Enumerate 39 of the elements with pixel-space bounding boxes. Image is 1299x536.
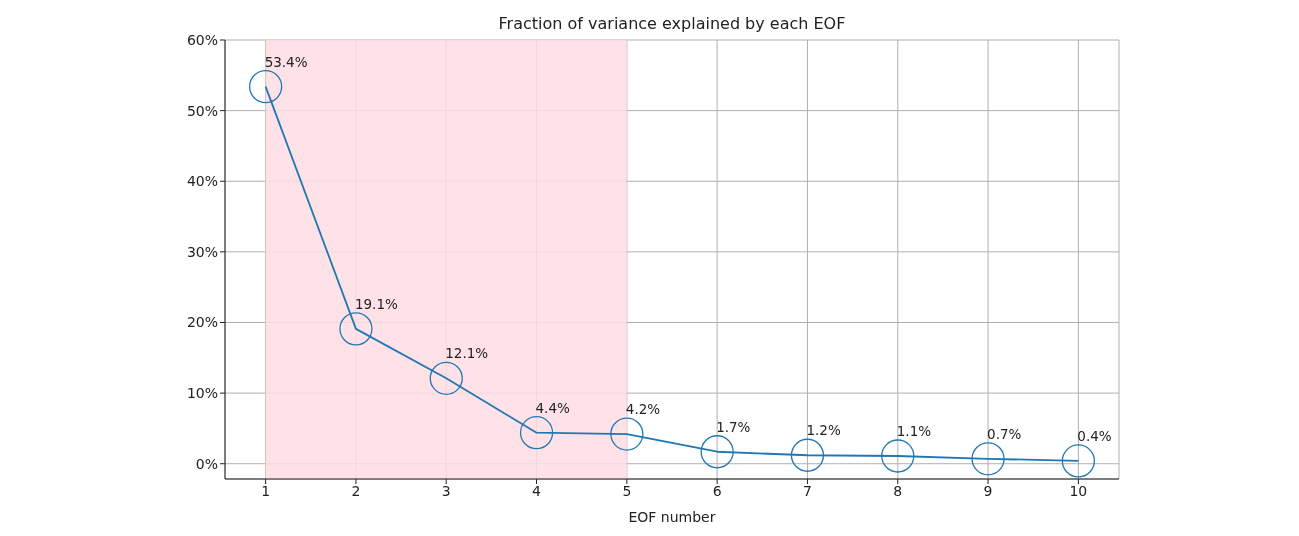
- point: [971, 442, 1005, 476]
- x-tick-label: 3: [441, 482, 451, 499]
- point: [1061, 444, 1096, 478]
- data-label: 19.1%: [354, 295, 398, 312]
- y-tick-label: 0%: [195, 455, 218, 472]
- x-tick-label: 1: [261, 482, 271, 499]
- x-tick-label: 6: [712, 482, 722, 499]
- point: [881, 439, 915, 473]
- y-tick-label: 60%: [186, 31, 218, 48]
- data-label: 12.1%: [445, 345, 489, 362]
- y-tick-label: 30%: [186, 243, 218, 260]
- x-tick-label: 10: [1069, 482, 1088, 499]
- y-tick-label: 50%: [186, 102, 218, 119]
- point: [790, 438, 825, 472]
- data-label: 53.4%: [264, 53, 308, 70]
- x-tick-label: 9: [983, 482, 993, 499]
- data-label: 1.2%: [806, 422, 841, 439]
- y-tick-label: 20%: [186, 314, 218, 331]
- y-tick-label: 40%: [186, 173, 218, 190]
- x-tick-label: 2: [351, 482, 361, 499]
- data-label: 0.7%: [987, 425, 1022, 442]
- point: [610, 417, 644, 451]
- data-label: 0.4%: [1077, 427, 1112, 444]
- x-tick-label: 7: [802, 482, 812, 499]
- data-label: 1.7%: [716, 418, 751, 435]
- chart-title: Fraction of variance explained by each EOF: [497, 14, 847, 33]
- x-tick-label: 5: [622, 482, 632, 499]
- x-tick-label: 8: [893, 482, 903, 499]
- data-label: 4.4%: [535, 399, 571, 416]
- point: [700, 435, 734, 469]
- point: [339, 312, 373, 346]
- data-label: 1.1%: [896, 422, 932, 439]
- data-label: 4.2%: [625, 401, 661, 418]
- point: [519, 416, 554, 450]
- point: [429, 361, 463, 395]
- y-tick-label: 10%: [186, 385, 218, 402]
- x-tick-label: 4: [532, 482, 542, 499]
- point: [248, 69, 283, 104]
- x-axis-title: EOF number: [628, 509, 716, 525]
